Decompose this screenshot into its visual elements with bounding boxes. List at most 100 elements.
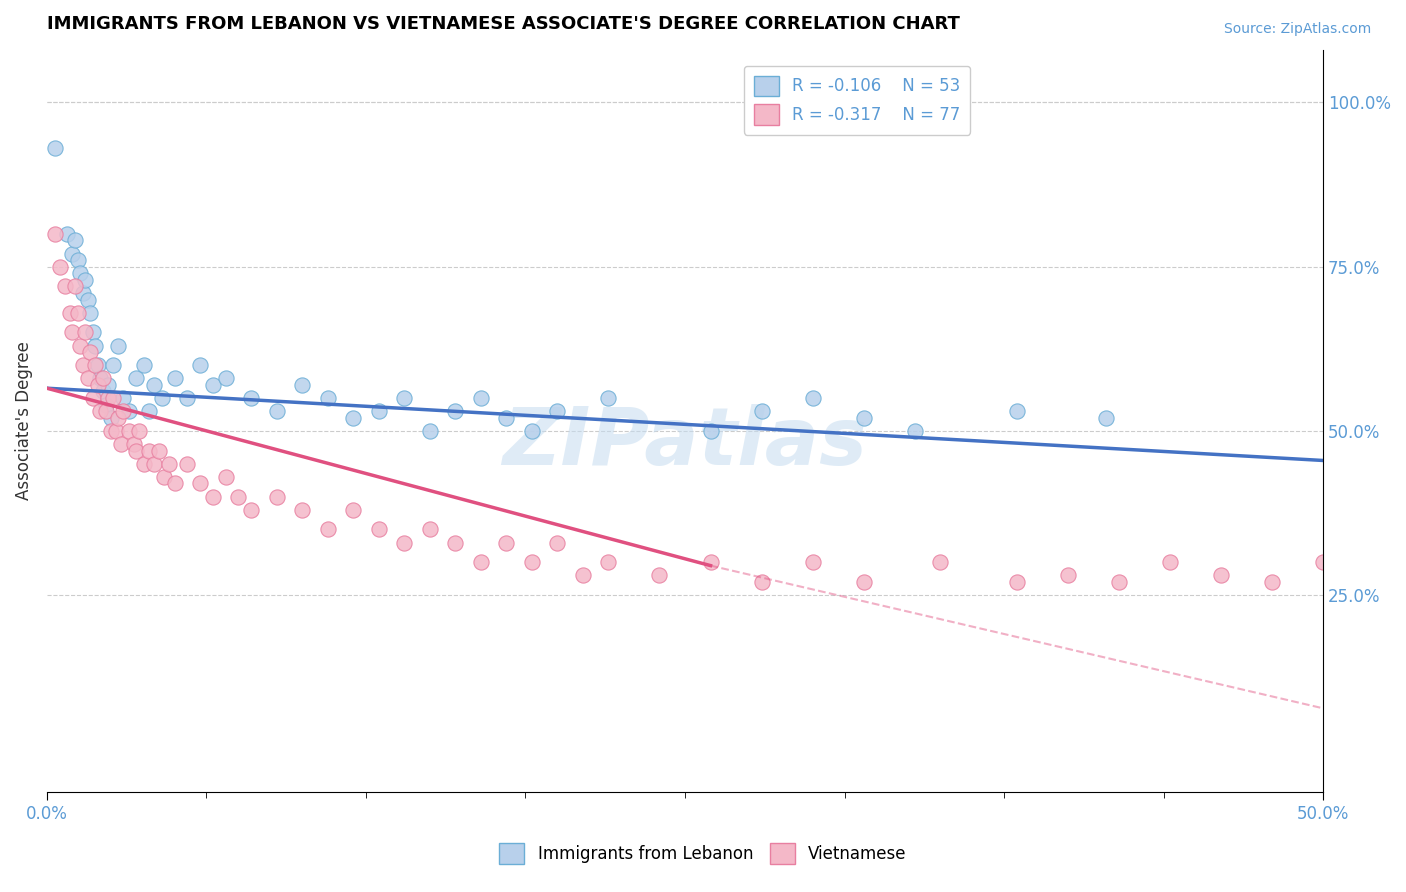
Point bbox=[94, 398, 117, 412]
Point bbox=[122, 437, 145, 451]
Text: IMMIGRANTS FROM LEBANON VS VIETNAMESE ASSOCIATE'S DEGREE CORRELATION CHART: IMMIGRANTS FROM LEBANON VS VIETNAMESE AS… bbox=[46, 15, 960, 33]
Point bbox=[79, 306, 101, 320]
Point bbox=[201, 378, 224, 392]
Point bbox=[53, 279, 76, 293]
Point bbox=[1005, 404, 1028, 418]
Point bbox=[157, 457, 180, 471]
Point bbox=[546, 535, 568, 549]
Point bbox=[342, 502, 364, 516]
Point bbox=[316, 391, 339, 405]
Point bbox=[1005, 575, 1028, 590]
Point bbox=[394, 391, 416, 405]
Point bbox=[188, 358, 211, 372]
Point bbox=[291, 502, 314, 516]
Point bbox=[572, 568, 595, 582]
Point bbox=[148, 443, 170, 458]
Y-axis label: Associate's Degree: Associate's Degree bbox=[15, 342, 32, 500]
Point bbox=[94, 404, 117, 418]
Point bbox=[97, 391, 120, 405]
Point bbox=[89, 404, 111, 418]
Point bbox=[107, 338, 129, 352]
Point bbox=[143, 457, 166, 471]
Point bbox=[63, 233, 86, 247]
Point bbox=[103, 391, 125, 405]
Point bbox=[125, 371, 148, 385]
Point bbox=[598, 391, 620, 405]
Point bbox=[100, 410, 122, 425]
Point bbox=[62, 246, 84, 260]
Point bbox=[188, 476, 211, 491]
Point bbox=[128, 424, 150, 438]
Point bbox=[143, 378, 166, 392]
Point bbox=[419, 523, 441, 537]
Point bbox=[470, 391, 492, 405]
Point bbox=[103, 358, 125, 372]
Point bbox=[495, 535, 517, 549]
Point bbox=[63, 279, 86, 293]
Point bbox=[117, 424, 139, 438]
Point bbox=[699, 424, 721, 438]
Point bbox=[852, 575, 875, 590]
Point bbox=[266, 404, 288, 418]
Point bbox=[110, 437, 132, 451]
Point bbox=[1159, 555, 1181, 569]
Legend: Immigrants from Lebanon, Vietnamese: Immigrants from Lebanon, Vietnamese bbox=[492, 837, 914, 871]
Point bbox=[91, 371, 114, 385]
Point bbox=[1057, 568, 1080, 582]
Point bbox=[648, 568, 671, 582]
Point bbox=[44, 141, 66, 155]
Point bbox=[852, 410, 875, 425]
Point bbox=[69, 338, 91, 352]
Point bbox=[66, 253, 89, 268]
Point bbox=[176, 391, 198, 405]
Point bbox=[1362, 555, 1385, 569]
Point bbox=[367, 404, 389, 418]
Point bbox=[228, 490, 250, 504]
Point bbox=[214, 371, 236, 385]
Point bbox=[97, 378, 120, 392]
Point bbox=[291, 378, 314, 392]
Point bbox=[117, 404, 139, 418]
Text: Source: ZipAtlas.com: Source: ZipAtlas.com bbox=[1223, 22, 1371, 37]
Point bbox=[59, 306, 82, 320]
Point bbox=[929, 555, 952, 569]
Point bbox=[1108, 575, 1130, 590]
Point bbox=[79, 345, 101, 359]
Point bbox=[132, 358, 155, 372]
Point bbox=[62, 326, 84, 340]
Legend: R = -0.106    N = 53, R = -0.317    N = 77: R = -0.106 N = 53, R = -0.317 N = 77 bbox=[744, 66, 970, 135]
Point bbox=[44, 227, 66, 241]
Text: ZIPatlas: ZIPatlas bbox=[502, 404, 868, 483]
Point bbox=[82, 326, 104, 340]
Point bbox=[470, 555, 492, 569]
Point bbox=[495, 410, 517, 425]
Point bbox=[112, 404, 135, 418]
Point bbox=[444, 404, 467, 418]
Point bbox=[367, 523, 389, 537]
Point bbox=[69, 266, 91, 280]
Point bbox=[150, 391, 173, 405]
Point bbox=[1337, 575, 1360, 590]
Point bbox=[112, 391, 135, 405]
Point bbox=[87, 378, 110, 392]
Point bbox=[153, 470, 176, 484]
Point bbox=[520, 424, 543, 438]
Point bbox=[699, 555, 721, 569]
Point bbox=[138, 404, 160, 418]
Point bbox=[342, 410, 364, 425]
Point bbox=[546, 404, 568, 418]
Point bbox=[84, 358, 107, 372]
Point bbox=[214, 470, 236, 484]
Point bbox=[266, 490, 288, 504]
Point bbox=[240, 391, 263, 405]
Point bbox=[82, 391, 104, 405]
Point bbox=[76, 371, 98, 385]
Point bbox=[163, 476, 186, 491]
Point bbox=[1261, 575, 1284, 590]
Point bbox=[520, 555, 543, 569]
Point bbox=[598, 555, 620, 569]
Point bbox=[419, 424, 441, 438]
Point bbox=[66, 306, 89, 320]
Point bbox=[1312, 555, 1334, 569]
Point bbox=[163, 371, 186, 385]
